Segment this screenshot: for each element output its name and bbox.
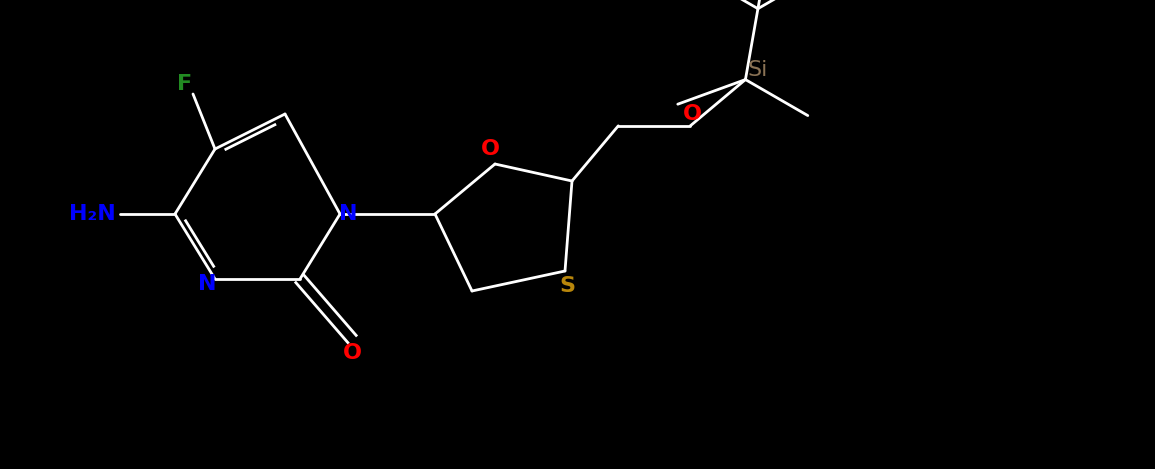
Text: F: F <box>178 74 193 94</box>
Text: N: N <box>338 204 357 224</box>
Text: O: O <box>480 139 499 159</box>
Text: O: O <box>683 104 702 124</box>
Text: Si: Si <box>747 60 768 80</box>
Text: H₂N: H₂N <box>68 204 116 224</box>
Text: S: S <box>559 276 575 296</box>
Text: O: O <box>343 343 362 363</box>
Text: N: N <box>198 274 216 294</box>
